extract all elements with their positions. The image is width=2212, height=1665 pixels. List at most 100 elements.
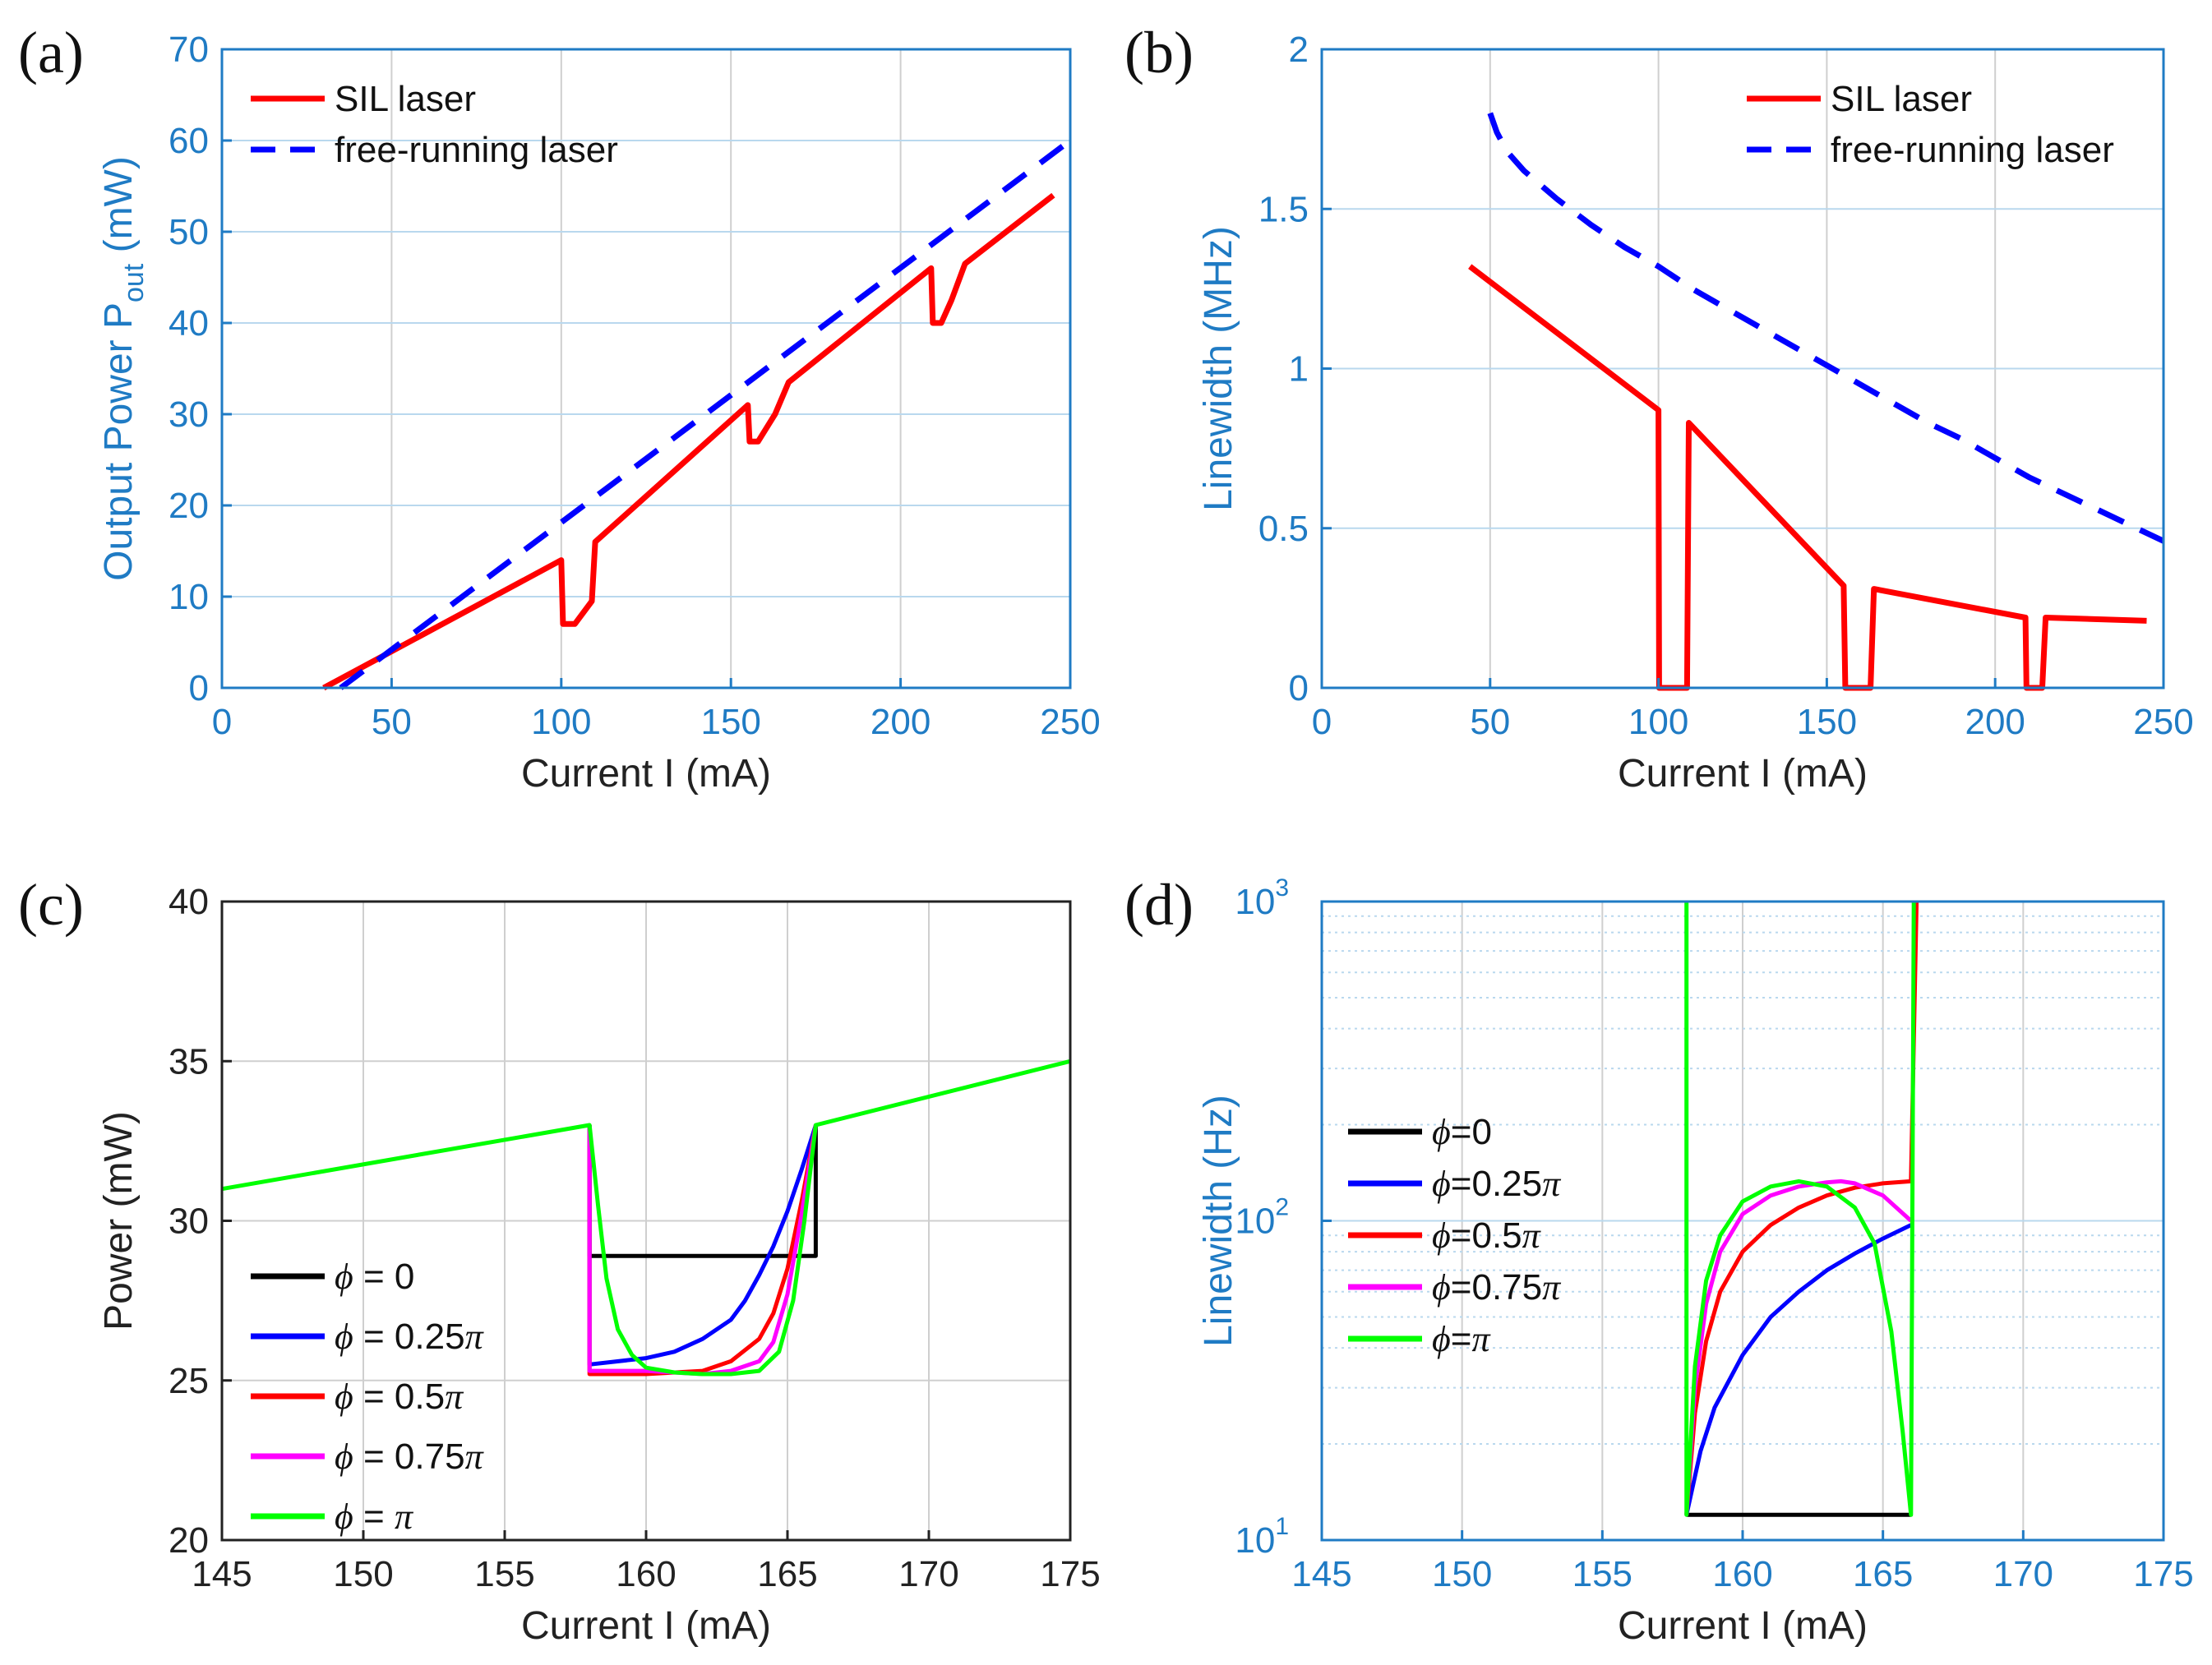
panel-c-xtick-label: 170 — [898, 1554, 958, 1594]
panel-b-letter: (b) — [1124, 20, 1194, 85]
panel-d-ticks: 145 150 155 160 165 170 175 101 102 103 — [1235, 874, 2193, 1594]
panel-c-legend: ϕ = 0 ϕ = 0.25π ϕ = 0.5π ϕ = 0.75π ϕ = π — [251, 1257, 485, 1537]
panel-a-frame — [220, 48, 1072, 690]
panel-a-ylabel-sub: out — [118, 263, 150, 302]
panel-a-ytick-label: 30 — [169, 394, 209, 435]
panel-a-ytick-label: 40 — [169, 303, 209, 344]
panel-d-xtick-label: 150 — [1432, 1554, 1492, 1594]
panel-d-xtick-label: 165 — [1853, 1554, 1913, 1594]
panel-b-legend: SIL laser free-running laser — [1747, 79, 2114, 170]
panel-c-legend-label: ϕ = 0.25π — [335, 1317, 485, 1357]
panel-b-xtick-label: 250 — [2133, 702, 2193, 742]
panel-c-xtick-label: 175 — [1040, 1554, 1100, 1594]
panel-b-legend-label: SIL laser — [1831, 79, 1972, 119]
panel-d-ytick-label: 102 — [1235, 1194, 1289, 1242]
panel-b: 0 50 100 150 200 250 0 0.5 1 1.5 2 (b) Current I (… — [1124, 20, 2194, 796]
panel-a-ytick-label: 50 — [169, 212, 209, 252]
panel-a-series-red — [322, 192, 1055, 691]
panel-b-xtick-label: 100 — [1628, 702, 1688, 742]
panel-c-xtick-label: 160 — [616, 1554, 676, 1594]
panel-a-ytick-label: 20 — [169, 486, 209, 526]
panel-a-xtick-label: 150 — [700, 702, 760, 742]
panel-c-legend-label: ϕ = π — [335, 1497, 414, 1537]
panel-b-ticks: 0 50 100 150 200 250 0 0.5 1 1.5 2 — [1258, 30, 2194, 742]
panel-d-series — [1684, 901, 1919, 1517]
panel-c-ytick-label: 25 — [169, 1361, 209, 1401]
panel-d-xtick-label: 160 — [1712, 1554, 1772, 1594]
panel-b-xtick-label: 200 — [1965, 702, 2025, 742]
panel-a-ylabel-unit: (mW) — [97, 156, 141, 264]
panel-a-series-blue — [339, 138, 1073, 690]
panel-c-ytick-label: 40 — [169, 882, 209, 922]
panel-a-legend: SIL laser free-running laser — [251, 79, 618, 170]
panel-b-ytick-label: 0.5 — [1258, 509, 1309, 549]
panel-a-xtick-label: 250 — [1040, 702, 1100, 742]
panel-c-legend-label: ϕ = 0 — [335, 1257, 414, 1297]
panel-a-legend-label: free-running laser — [335, 130, 618, 170]
panel-c-xtick-label: 165 — [757, 1554, 817, 1594]
panel-b-xtick-label: 150 — [1797, 702, 1857, 742]
panel-a-ylabel: Output Power Pout (mW) — [97, 156, 150, 581]
panel-d-series-green — [1684, 901, 1916, 1517]
panel-a-xtick-label: 0 — [212, 702, 232, 742]
panel-d-xtick-label: 170 — [1993, 1554, 2053, 1594]
panel-a-ytick-label: 70 — [169, 30, 209, 70]
panel-c-series-magenta — [587, 1124, 818, 1377]
panel-d-series-blue — [1684, 1223, 1912, 1515]
panel-c-series — [221, 1058, 1071, 1377]
panel-c-grid — [222, 902, 1070, 1540]
panel-a-xtick-label: 200 — [870, 702, 931, 742]
panel-a-ticks: 0 50 100 150 200 250 0 10 20 30 40 50 60 70 — [169, 30, 1101, 742]
panel-d-legend: ϕ=0 ϕ=0.25π ϕ=0.5π ϕ=0.75π ϕ=π — [1348, 1112, 1562, 1359]
panel-c-series-green — [221, 1058, 1071, 1377]
panel-a-xtick-label: 50 — [372, 702, 412, 742]
panel-a-xtick-label: 100 — [531, 702, 591, 742]
panel-d-legend-label: ϕ=0.5π — [1432, 1215, 1542, 1256]
panel-d-legend-label: ϕ=0.25π — [1432, 1164, 1562, 1204]
panel-b-ytick-label: 2 — [1289, 30, 1309, 70]
panel-c-ticks: 145 150 155 160 165 170 175 20 25 30 35 40 — [169, 882, 1101, 1594]
panel-c-xtick-label: 150 — [333, 1554, 393, 1594]
panel-b-ytick-label: 1.5 — [1258, 189, 1309, 229]
panel-d-legend-label: ϕ=0.75π — [1432, 1267, 1562, 1308]
panel-d-ytick-label: 101 — [1235, 1513, 1289, 1561]
panel-b-ylabel: Linewidth (MHz) — [1197, 226, 1240, 511]
panel-a-letter: (a) — [18, 20, 84, 85]
panel-b-xtick-label: 50 — [1470, 702, 1510, 742]
panel-c-letter: (c) — [18, 872, 84, 938]
panel-a-ytick-label: 60 — [169, 121, 209, 161]
panel-a-ylabel-main: Output Power P — [97, 302, 141, 581]
panel-c: 145 150 155 160 165 170 175 20 25 30 35 40 (c) Curr… — [18, 872, 1101, 1648]
panel-a-legend-label: SIL laser — [335, 79, 476, 119]
panel-c-ytick-label: 20 — [169, 1520, 209, 1561]
panel-d-xtick-label: 145 — [1291, 1554, 1351, 1594]
panel-c-ylabel: Power (mW) — [97, 1111, 141, 1331]
panel-c-xlabel: Current I (mA) — [521, 1604, 771, 1648]
panel-d-xtick-label: 175 — [2133, 1554, 2193, 1594]
panel-b-xtick-label: 0 — [1312, 702, 1332, 742]
panel-d-grid — [1322, 902, 2164, 1540]
panel-b-ytick-label: 1 — [1289, 349, 1309, 390]
panel-b-xlabel: Current I (mA) — [1618, 752, 1868, 796]
panel-c-series-red — [587, 1124, 818, 1377]
panel-d-ylabel: Linewidth (Hz) — [1197, 1095, 1240, 1347]
panel-d-letter: (d) — [1124, 872, 1194, 938]
panel-a: 0 50 100 150 200 250 0 10 20 30 40 50 60 70 (a) Curre… — [18, 20, 1101, 796]
panel-b-series-blue — [1487, 112, 2165, 544]
panel-c-ytick-label: 35 — [169, 1041, 209, 1082]
panel-d-xtick-label: 155 — [1572, 1554, 1632, 1594]
panel-c-xtick-label: 155 — [474, 1554, 534, 1594]
panel-d-xlabel: Current I (mA) — [1618, 1604, 1868, 1648]
panel-b-ytick-label: 0 — [1289, 668, 1309, 708]
panel-c-legend-label: ϕ = 0.75π — [335, 1437, 485, 1477]
panel-a-xlabel: Current I (mA) — [521, 752, 771, 796]
panel-b-legend-label: free-running laser — [1831, 130, 2114, 170]
panel-a-series — [322, 138, 1073, 691]
panel-d-series-magenta — [1684, 1178, 1913, 1515]
panel-d-legend-label: ϕ=π — [1432, 1319, 1491, 1359]
panel-a-ytick-label: 0 — [189, 668, 209, 708]
panel-d-ytick-label: 103 — [1235, 874, 1289, 922]
panel-a-ytick-label: 10 — [169, 577, 209, 617]
panel-c-xtick-label: 145 — [192, 1554, 252, 1594]
